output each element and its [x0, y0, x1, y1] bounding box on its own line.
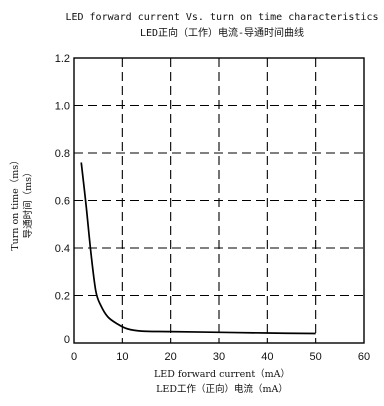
- plot-frame: [73, 57, 365, 344]
- grid: [74, 58, 364, 343]
- x-tick-label: 0: [71, 351, 77, 363]
- chart-title: LED forward current Vs. turn on time cha…: [65, 12, 378, 23]
- x-tick-label: 10: [116, 351, 128, 363]
- x-tick-label: 60: [358, 351, 370, 363]
- x-tick-label: 40: [261, 351, 273, 363]
- x-axis-label: LED forward current（mA）: [154, 368, 290, 380]
- y-tick-label: 1.0: [55, 101, 70, 113]
- y-tick-label: 0.6: [55, 196, 70, 208]
- y-tick-label: 1.2: [55, 53, 70, 65]
- x-tick-label: 20: [165, 351, 177, 363]
- y-axis-label-cn: 导通时间（ms）: [22, 168, 34, 239]
- x-tick-label: 30: [213, 351, 225, 363]
- y-axis-label: Turn on time（ms）: [9, 155, 21, 250]
- ticks: 0 10 20 30 40 50 60 0 0.2 0.4 0.6 0.8 1.0 1.2: [55, 53, 370, 363]
- series: [80, 162, 316, 335]
- y-tick-label: 0.2: [55, 291, 70, 303]
- y-tick-label: 0: [64, 334, 70, 346]
- series-line: [80, 162, 316, 335]
- x-tick-label: 50: [310, 351, 322, 363]
- y-tick-label: 0.4: [55, 243, 70, 255]
- y-tick-label: 0.8: [55, 148, 70, 160]
- chart-subtitle: LED正向（工作）电流-导通时间曲线: [140, 26, 304, 39]
- x-axis-label-cn: LED工作（正向）电流（mA）: [156, 383, 288, 395]
